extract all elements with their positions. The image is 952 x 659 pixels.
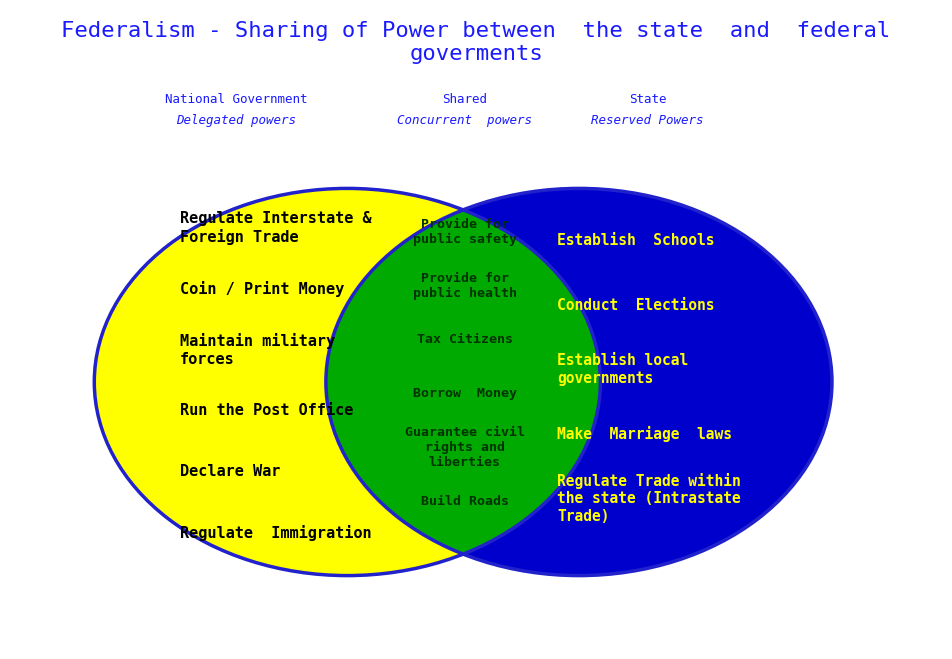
Text: State: State (629, 93, 666, 105)
Text: Regulate Interstate &
Foreign Trade: Regulate Interstate & Foreign Trade (180, 211, 371, 244)
Text: Conduct  Elections: Conduct Elections (558, 298, 715, 313)
Circle shape (94, 188, 601, 575)
Text: Delegated powers: Delegated powers (176, 113, 296, 127)
Polygon shape (326, 210, 601, 554)
Text: Guarantee civil
rights and
liberties: Guarantee civil rights and liberties (405, 426, 525, 469)
Text: Make  Marriage  laws: Make Marriage laws (558, 426, 732, 442)
Text: Federalism - Sharing of Power between  the state  and  federal
goverments: Federalism - Sharing of Power between th… (61, 21, 891, 65)
Text: Coin / Print Money: Coin / Print Money (180, 281, 345, 297)
Text: Reserved Powers: Reserved Powers (591, 113, 704, 127)
Text: Declare War: Declare War (180, 465, 281, 479)
Text: Tax Citizens: Tax Citizens (417, 333, 513, 347)
Text: Provide for
public health: Provide for public health (413, 272, 517, 301)
Text: Establish local
governments: Establish local governments (558, 353, 688, 386)
Text: Regulate Trade within
the state (Intrastate
Trade): Regulate Trade within the state (Intrast… (558, 473, 742, 523)
Text: Build Roads: Build Roads (421, 495, 509, 508)
Circle shape (326, 188, 832, 575)
Text: Run the Post Office: Run the Post Office (180, 403, 353, 418)
Text: Concurrent  powers: Concurrent powers (397, 113, 532, 127)
Text: Establish  Schools: Establish Schools (558, 233, 715, 248)
Text: Regulate  Immigration: Regulate Immigration (180, 525, 371, 541)
Text: National Government: National Government (165, 93, 307, 105)
Text: Provide for
public safety: Provide for public safety (413, 218, 517, 246)
Text: Shared: Shared (443, 93, 487, 105)
Text: Maintain military
forces: Maintain military forces (180, 333, 335, 366)
Text: Borrow  Money: Borrow Money (413, 387, 517, 400)
